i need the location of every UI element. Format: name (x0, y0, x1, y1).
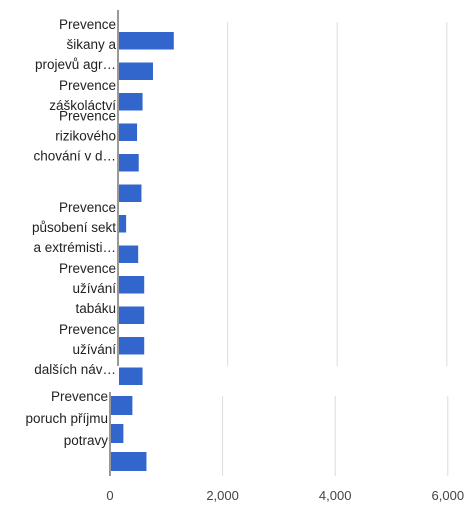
category-label-line: Prevence (59, 78, 116, 93)
category-label-line: Prevence (59, 109, 116, 124)
category-label-line: projevů agr… (35, 57, 116, 72)
bar (111, 424, 124, 443)
bar (111, 452, 147, 471)
x-tick-label: 2,000 (206, 488, 239, 503)
category-label: Prevence rizikového chování v d… (33, 109, 116, 164)
bar (119, 62, 153, 80)
category-label-line: užívání (72, 281, 116, 296)
category-label: Prevence šikany a projevů agr… (35, 17, 117, 72)
bar (119, 337, 145, 355)
category-label-line: Prevence (59, 322, 116, 337)
category-label-line: šikany a (66, 37, 116, 52)
bar (119, 215, 127, 233)
category-label-line: záškoláctví (49, 98, 116, 113)
chart-panel-top: Prevence šikany a projevů agr…Prevence zášk… (32, 10, 448, 385)
bar (119, 276, 145, 294)
bar (119, 93, 143, 111)
category-label: Prevence působení sekt a extrémisti… (32, 200, 116, 255)
x-tick-label: 4,000 (319, 488, 352, 503)
category-label-line: chování v d… (33, 149, 116, 164)
category-label-line: Prevence (59, 261, 116, 276)
chart-panel-bottom: Prevence poruch příjmu potravy (25, 389, 449, 476)
category-label-line: Prevence (59, 200, 116, 215)
category-label: Prevence užívání tabáku (59, 261, 116, 316)
bar (119, 367, 143, 385)
category-label-line: Prevence (59, 17, 116, 32)
category-label-line: působení sekt (32, 220, 116, 235)
category-label-line: Prevence (51, 389, 108, 404)
category-label-line: rizikového (55, 129, 116, 144)
category-label-line: užívání (72, 342, 116, 357)
x-axis: 0 2,000 4,000 6,000 (106, 488, 464, 503)
category-label: Prevence poruch příjmu potravy (25, 389, 108, 448)
bar (119, 123, 138, 141)
category-label-line: poruch příjmu (25, 411, 108, 426)
category-label-line: potravy (64, 433, 109, 448)
category-label-line: a extrémisti… (33, 240, 116, 255)
bar (119, 245, 139, 263)
category-label-line: dalších náv… (34, 362, 116, 377)
x-tick-label: 6,000 (432, 488, 465, 503)
bar (111, 396, 133, 415)
bar (119, 306, 145, 324)
x-tick-label: 0 (106, 488, 113, 503)
category-label: Prevence užívání dalších náv… (34, 322, 116, 377)
bar (119, 154, 139, 172)
category-label: Prevence záškoláctví (49, 78, 116, 113)
bar (119, 32, 174, 50)
category-label-line: tabáku (75, 301, 116, 316)
bar (119, 184, 142, 202)
